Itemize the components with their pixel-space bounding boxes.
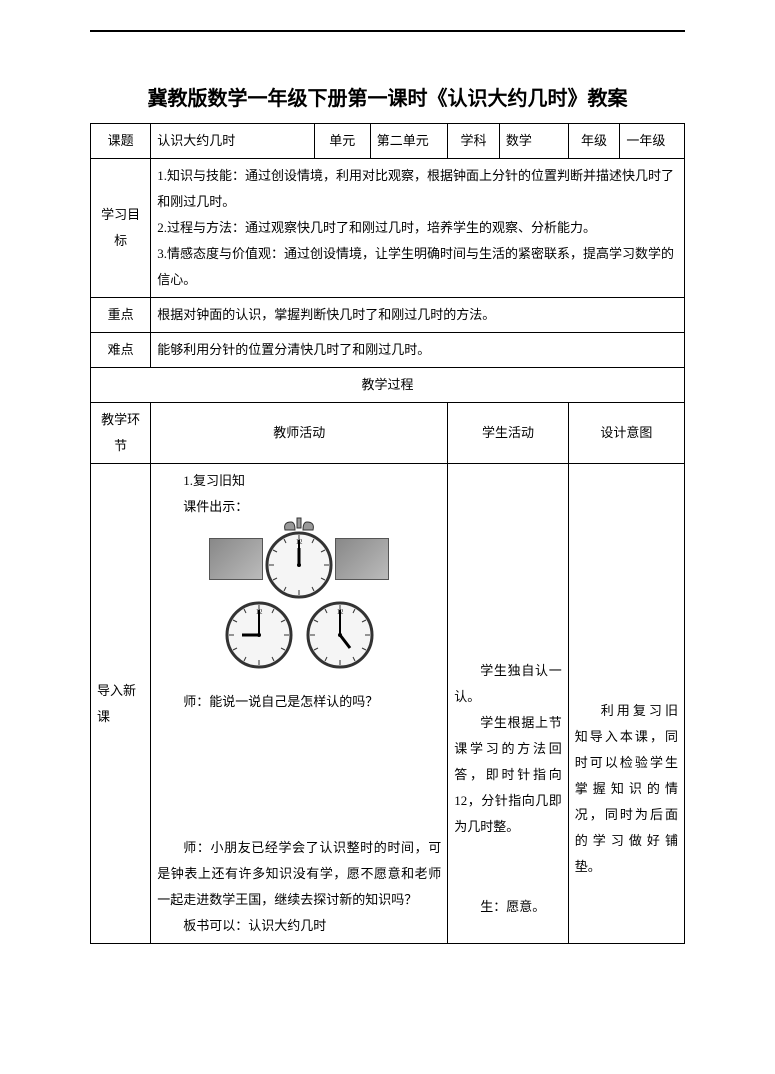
value-keypoint: 根据对钟面的认识，掌握判断快几时了和刚过几时的方法。 bbox=[151, 298, 685, 333]
clock-icon: 12 bbox=[224, 600, 294, 670]
label-topic: 课题 bbox=[91, 124, 151, 159]
value-difficulty: 能够利用分针的位置分清快几时了和刚过几时。 bbox=[151, 333, 685, 368]
process-header: 教学过程 bbox=[91, 368, 685, 403]
value-unit: 第二单元 bbox=[370, 124, 447, 159]
value-subject: 数学 bbox=[499, 124, 568, 159]
student-line: 学生根据上节课学习的方法回答，即时针指向 12，分针指向几即为几时整。 bbox=[454, 710, 562, 840]
stage-cell: 导入新课 bbox=[91, 464, 151, 944]
col-design: 设计意图 bbox=[568, 403, 684, 464]
table-row: 导入新课 1.复习旧知 课件出示： bbox=[91, 464, 685, 944]
teacher-activity-cell: 1.复习旧知 课件出示： bbox=[151, 464, 448, 944]
student-activity-cell: 学生独自认一认。 学生根据上节课学习的方法回答，即时针指向 12，分针指向几即为… bbox=[448, 464, 569, 944]
value-objectives: 1.知识与技能：通过创设情境，利用对比观察，根据钟面上分针的位置判断并描述快几时… bbox=[151, 159, 685, 298]
photo-icon bbox=[209, 538, 263, 580]
label-difficulty: 难点 bbox=[91, 333, 151, 368]
label-unit: 单元 bbox=[314, 124, 370, 159]
label-keypoint: 重点 bbox=[91, 298, 151, 333]
student-line: 学生独自认一认。 bbox=[454, 658, 562, 710]
teacher-line: 1.复习旧知 bbox=[157, 468, 441, 494]
label-subject: 学科 bbox=[448, 124, 500, 159]
alarm-bells-icon bbox=[281, 516, 317, 532]
value-topic: 认识大约几时 bbox=[151, 124, 315, 159]
table-row: 课题 认识大约几时 单元 第二单元 学科 数学 年级 一年级 bbox=[91, 124, 685, 159]
value-grade: 一年级 bbox=[620, 124, 685, 159]
design-line: 利用复习旧知导入本课，同时可以检验学生掌握知识的情况，同时为后面的学习做好铺垫。 bbox=[575, 698, 678, 880]
objective-line: 1.知识与技能：通过创设情境，利用对比观察，根据钟面上分针的位置判断并描述快几时… bbox=[157, 163, 678, 215]
clock-icon: 12 bbox=[264, 530, 334, 600]
col-teacher: 教师活动 bbox=[151, 403, 448, 464]
photo-icon bbox=[335, 538, 389, 580]
col-stage: 教学环节 bbox=[91, 403, 151, 464]
student-line: 生：愿意。 bbox=[454, 894, 562, 920]
col-student: 学生活动 bbox=[448, 403, 569, 464]
design-intent-cell: 利用复习旧知导入本课，同时可以检验学生掌握知识的情况，同时为后面的学习做好铺垫。 bbox=[568, 464, 684, 944]
page-title: 冀教版数学一年级下册第一课时《认识大约几时》教案 bbox=[90, 82, 685, 111]
table-row: 难点 能够利用分针的位置分清快几时了和刚过几时。 bbox=[91, 333, 685, 368]
teacher-line: 板书可以：认识大约几时 bbox=[157, 913, 441, 939]
top-rule bbox=[90, 30, 685, 32]
lesson-plan-table: 课题 认识大约几时 单元 第二单元 学科 数学 年级 一年级 学习目标 1.知识… bbox=[90, 123, 685, 944]
clocks-figure: 12 bbox=[157, 530, 441, 679]
label-objectives: 学习目标 bbox=[91, 159, 151, 298]
objective-line: 3.情感态度与价值观：通过创设情境，让学生明确时间与生活的紧密联系，提高学习数学… bbox=[157, 241, 678, 293]
table-row: 学习目标 1.知识与技能：通过创设情境，利用对比观察，根据钟面上分针的位置判断并… bbox=[91, 159, 685, 298]
objective-line: 2.过程与方法：通过观察快几时了和刚过几时，培养学生的观察、分析能力。 bbox=[157, 215, 678, 241]
label-grade: 年级 bbox=[568, 124, 620, 159]
teacher-line: 师：能说一说自己是怎样认的吗？ bbox=[157, 689, 441, 715]
teacher-line: 师：小朋友已经学会了认识整时的时间，可是钟表上还有许多知识没有学，愿不愿意和老师… bbox=[157, 835, 441, 913]
clock-icon: 12 bbox=[305, 600, 375, 670]
table-row: 重点 根据对钟面的认识，掌握判断快几时了和刚过几时的方法。 bbox=[91, 298, 685, 333]
table-row: 教学过程 bbox=[91, 368, 685, 403]
table-row: 教学环节 教师活动 学生活动 设计意图 bbox=[91, 403, 685, 464]
